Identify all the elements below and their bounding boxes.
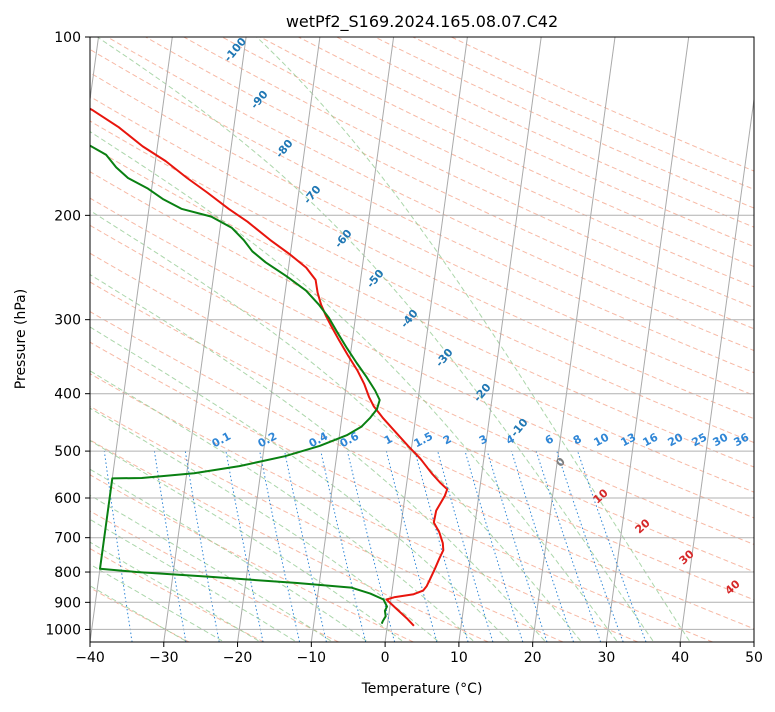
x-tick-label: −10 — [297, 650, 327, 666]
x-tick-label: −30 — [149, 650, 179, 666]
x-tick-label: 50 — [745, 650, 763, 666]
x-tick-label: 20 — [524, 650, 542, 666]
x-tick-label: 30 — [598, 650, 616, 666]
y-tick-label: 900 — [54, 595, 81, 611]
x-axis-label: Temperature (°C) — [361, 681, 483, 697]
x-tick-label: −20 — [223, 650, 253, 666]
y-tick-label: 400 — [54, 387, 81, 403]
y-axis-label: Pressure (hPa) — [13, 289, 29, 389]
y-tick-label: 100 — [54, 30, 81, 46]
y-tick-label: 300 — [54, 313, 81, 329]
y-tick-label: 500 — [54, 444, 81, 460]
x-tick-label: 0 — [381, 650, 390, 666]
x-tick-label: −40 — [75, 650, 105, 666]
y-tick-label: 800 — [54, 565, 81, 581]
y-tick-label: 1000 — [45, 622, 81, 638]
y-tick-label: 200 — [54, 208, 81, 224]
y-tick-label: 700 — [54, 531, 81, 547]
x-tick-label: 10 — [450, 650, 468, 666]
chart-title: wetPf2_S169.2024.165.08.07.C42 — [286, 12, 558, 32]
y-tick-label: 600 — [54, 491, 81, 507]
x-tick-label: 40 — [671, 650, 689, 666]
